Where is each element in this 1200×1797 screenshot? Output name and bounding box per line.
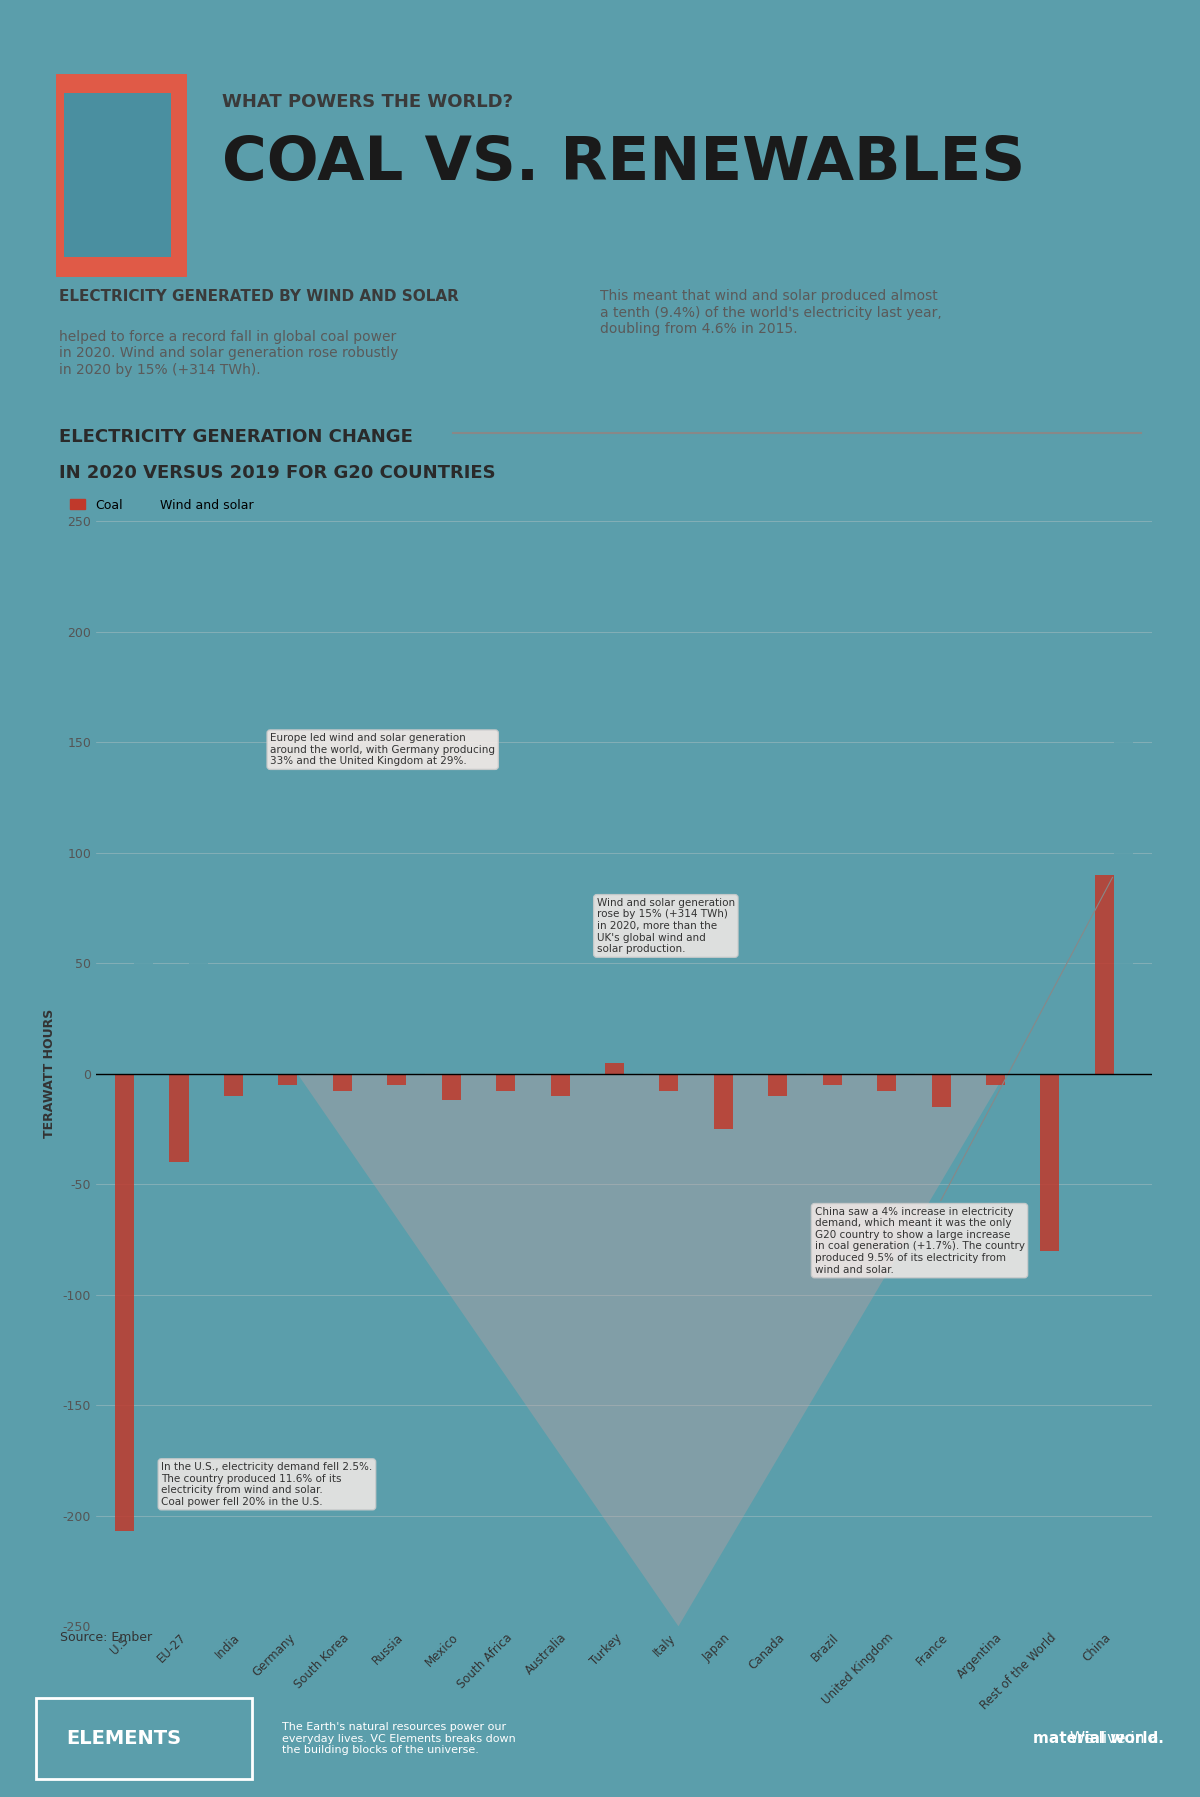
- Bar: [659, 1073, 678, 1091]
- FancyBboxPatch shape: [65, 93, 172, 257]
- Bar: [841, 1057, 860, 1073]
- Bar: [624, 1040, 643, 1073]
- Bar: [605, 1062, 624, 1073]
- Bar: [134, 931, 154, 1073]
- Point: [446, 422, 461, 444]
- Bar: [298, 1039, 317, 1073]
- Bar: [768, 1073, 787, 1096]
- Bar: [169, 1073, 188, 1163]
- Bar: [1114, 686, 1133, 1073]
- Text: This meant that wind and solar produced almost
a tenth (9.4%) of the world's ele: This meant that wind and solar produced …: [600, 289, 942, 336]
- Bar: [407, 1067, 425, 1073]
- Text: IN 2020 VERSUS 2019 FOR G20 COUNTRIES: IN 2020 VERSUS 2019 FOR G20 COUNTRIES: [59, 464, 496, 482]
- Legend: Coal, Wind and solar: Coal, Wind and solar: [65, 494, 258, 516]
- Bar: [242, 1033, 262, 1073]
- Bar: [496, 1073, 515, 1091]
- Bar: [570, 1051, 589, 1073]
- Point: [1134, 422, 1148, 444]
- Polygon shape: [298, 1073, 1006, 1626]
- Bar: [515, 1069, 534, 1073]
- Bar: [1006, 1067, 1024, 1073]
- Bar: [388, 1073, 407, 1085]
- Bar: [461, 1062, 480, 1073]
- Text: ELECTRICITY GENERATED BY WIND AND SOLAR: ELECTRICITY GENERATED BY WIND AND SOLAR: [59, 289, 458, 304]
- Bar: [986, 1073, 1006, 1085]
- Text: Wind and solar generation
rose by 15% (+314 TWh)
in 2020, more than the
UK's glo: Wind and solar generation rose by 15% (+…: [596, 898, 734, 954]
- Bar: [787, 1062, 806, 1073]
- Bar: [1040, 1073, 1060, 1251]
- Text: In the U.S., electricity demand fell 2.5%.
The country produced 11.6% of its
ele: In the U.S., electricity demand fell 2.5…: [161, 1463, 372, 1506]
- Bar: [115, 1073, 134, 1531]
- Text: ELECTRICITY GENERATION CHANGE: ELECTRICITY GENERATION CHANGE: [59, 428, 413, 446]
- Bar: [896, 1051, 916, 1073]
- Text: helped to force a record fall in global coal power
in 2020. Wind and solar gener: helped to force a record fall in global …: [59, 331, 398, 377]
- Bar: [950, 1057, 970, 1073]
- Y-axis label: TERAWATT HOURS: TERAWATT HOURS: [43, 1010, 56, 1138]
- Text: We live in a: We live in a: [1070, 1731, 1164, 1747]
- Text: ELEMENTS: ELEMENTS: [66, 1729, 181, 1748]
- Text: Europe led wind and solar generation
around the world, with Germany producing
33: Europe led wind and solar generation aro…: [270, 733, 496, 766]
- Bar: [188, 960, 208, 1073]
- Bar: [714, 1073, 733, 1129]
- Bar: [823, 1073, 841, 1085]
- Bar: [551, 1073, 570, 1096]
- Bar: [931, 1073, 950, 1107]
- Text: The Earth's natural resources power our
everyday lives. VC Elements breaks down
: The Earth's natural resources power our …: [282, 1722, 516, 1756]
- Bar: [332, 1073, 352, 1091]
- Bar: [733, 1058, 752, 1073]
- Bar: [877, 1073, 896, 1091]
- Text: WHAT POWERS THE WORLD?: WHAT POWERS THE WORLD?: [222, 93, 514, 111]
- Text: COAL VS. RENEWABLES: COAL VS. RENEWABLES: [222, 135, 1025, 192]
- Bar: [678, 1051, 697, 1073]
- Bar: [442, 1073, 461, 1100]
- Text: China saw a 4% increase in electricity
demand, which meant it was the only
G20 c: China saw a 4% increase in electricity d…: [815, 877, 1112, 1274]
- Text: material world.: material world.: [1033, 1731, 1164, 1747]
- Text: Source: Ember: Source: Ember: [60, 1632, 152, 1644]
- Bar: [224, 1073, 242, 1096]
- Bar: [278, 1073, 298, 1085]
- FancyBboxPatch shape: [59, 77, 182, 273]
- Bar: [1060, 996, 1079, 1073]
- Bar: [352, 1062, 371, 1073]
- Bar: [1094, 875, 1114, 1073]
